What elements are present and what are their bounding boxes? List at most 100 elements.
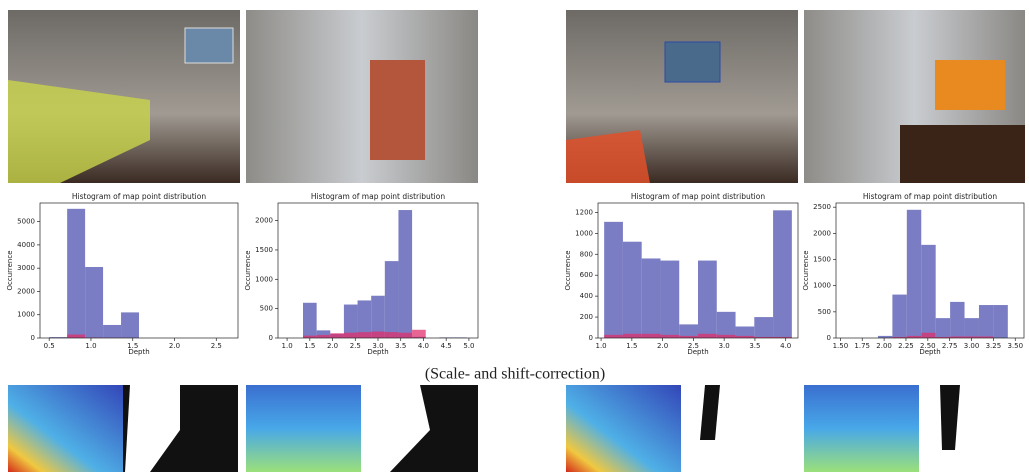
x-tick-label: 1.75 [854, 342, 870, 350]
y-tick-label: 2000 [17, 287, 35, 295]
bar [412, 330, 426, 338]
x-tick-label: 3.00 [964, 342, 980, 350]
depth-map [804, 385, 919, 472]
y-tick-label: 1000 [17, 311, 35, 319]
y-tick-label: 1000 [575, 229, 593, 237]
x-tick-label: 3.5 [395, 342, 406, 350]
bar [993, 305, 1007, 338]
y-axis-label: Occurrence [802, 250, 810, 290]
bar [965, 318, 979, 338]
y-tick-label: 500 [260, 305, 273, 313]
x-tick-label: 2.25 [898, 342, 914, 350]
bar [344, 333, 358, 338]
y-axis-label: Occurrence [244, 250, 252, 290]
y-tick-label: 1200 [575, 208, 593, 216]
bar [303, 303, 317, 338]
photo-detail [370, 60, 425, 160]
depth-map [566, 385, 681, 472]
bar [398, 210, 412, 338]
x-tick-label: 1.50 [833, 342, 849, 350]
bar [754, 317, 773, 338]
y-tick-label: 0 [269, 334, 273, 342]
bar [103, 325, 121, 338]
bar [892, 295, 906, 338]
x-tick-label: 2.5 [211, 342, 222, 350]
depth-map [8, 385, 123, 472]
y-tick-label: 0 [827, 334, 831, 342]
chart-title: Histogram of map point distribution [631, 192, 765, 201]
y-tick-label: 400 [580, 292, 593, 300]
bar [358, 332, 372, 338]
bar [371, 332, 385, 338]
y-tick-label: 800 [580, 250, 593, 258]
bar [642, 258, 661, 338]
y-tick-label: 2500 [813, 203, 831, 211]
bar [604, 222, 623, 338]
y-tick-label: 4000 [17, 241, 35, 249]
bar [921, 333, 935, 338]
x-tick-label: 2.5 [350, 342, 361, 350]
photo-detail [665, 42, 720, 82]
x-tick-label: 1.5 [626, 342, 637, 350]
y-tick-label: 1000 [255, 275, 273, 283]
x-axis-label: Depth [367, 348, 388, 356]
depth-row [8, 385, 1025, 472]
y-axis-label: Occurrence [564, 250, 572, 290]
y-tick-label: 500 [818, 308, 831, 316]
x-axis-label: Depth [128, 348, 149, 356]
photo [246, 10, 478, 183]
bar [121, 312, 139, 338]
photo-overlay [935, 60, 1005, 110]
x-tick-label: 3.0 [719, 342, 730, 350]
x-tick-label: 2.0 [169, 342, 180, 350]
chart-title: Histogram of map point distribution [863, 192, 997, 201]
bar [921, 245, 935, 338]
bar [698, 334, 717, 338]
bar [907, 210, 921, 338]
bar [660, 335, 679, 338]
y-tick-label: 5000 [17, 218, 35, 226]
bar [385, 261, 399, 338]
bar [950, 302, 964, 338]
bar [698, 261, 717, 338]
y-tick-label: 0 [589, 334, 593, 342]
x-axis-label: Depth [919, 348, 940, 356]
x-tick-label: 1.5 [304, 342, 315, 350]
depth-map [246, 385, 361, 472]
bar [623, 242, 642, 338]
bar [317, 335, 331, 338]
bar [936, 318, 950, 338]
bar [623, 334, 642, 338]
x-tick-label: 4.0 [780, 342, 791, 350]
caption: (Scale- and shift-correction) [425, 366, 605, 383]
chart-title: Histogram of map point distribution [311, 192, 445, 201]
photo-detail [900, 125, 1025, 183]
bar [660, 261, 679, 338]
x-tick-label: 1.0 [85, 342, 96, 350]
mask [681, 385, 798, 472]
bar [717, 312, 736, 338]
y-tick-label: 2000 [255, 217, 273, 225]
y-tick-label: 1500 [255, 246, 273, 254]
y-tick-label: 2000 [813, 229, 831, 237]
x-tick-label: 2.75 [942, 342, 958, 350]
x-tick-label: 3.5 [749, 342, 760, 350]
x-tick-label: 1.0 [282, 342, 293, 350]
x-tick-label: 4.0 [418, 342, 429, 350]
y-tick-label: 600 [580, 271, 593, 279]
photo-row [8, 10, 1025, 183]
bar [717, 335, 736, 338]
mask [919, 385, 1025, 472]
bar [385, 332, 399, 338]
x-tick-label: 0.5 [44, 342, 55, 350]
bar [773, 210, 792, 338]
bar [330, 333, 344, 338]
y-tick-label: 1500 [813, 256, 831, 264]
x-tick-label: 4.5 [441, 342, 452, 350]
bar [85, 267, 103, 338]
x-axis-label: Depth [687, 348, 708, 356]
bar [604, 335, 623, 338]
bar [979, 305, 993, 338]
y-tick-label: 1000 [813, 282, 831, 290]
y-tick-label: 3000 [17, 264, 35, 272]
